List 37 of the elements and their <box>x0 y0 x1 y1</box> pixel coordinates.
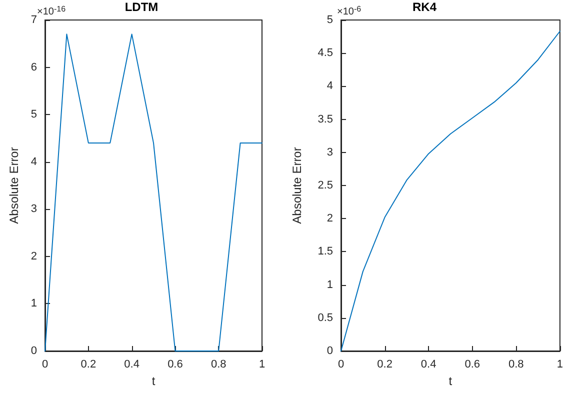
y-tick-label: 0 <box>326 345 333 357</box>
y-tick-label: 1 <box>326 278 333 291</box>
x-axis-title: t <box>448 374 453 388</box>
y-tick-label: 3.5 <box>318 113 333 126</box>
chart-title: RK4 <box>412 0 437 14</box>
x-tick-label: 0.8 <box>210 358 226 370</box>
x-tick-label: 1 <box>556 358 564 370</box>
x-tick-label: 0.2 <box>80 358 96 370</box>
y-axis-title: Absolute Error <box>7 147 21 224</box>
y-axis-title: Absolute Error <box>290 147 304 224</box>
y-tick-label: 2 <box>326 212 333 225</box>
y-tick-label: 7 <box>30 14 38 26</box>
y-tick-label: 2.5 <box>318 180 333 192</box>
y-tick-label: 4.5 <box>318 47 333 60</box>
x-axis-title: t <box>152 374 156 388</box>
y-tick-label: 3 <box>30 203 38 216</box>
y-tick-label: 5 <box>326 14 333 26</box>
x-tick-label: 0.4 <box>420 358 436 370</box>
x-tick-label: 0.2 <box>377 358 392 370</box>
x-tick-label: 0.4 <box>124 358 140 370</box>
y-tick-label: 1.5 <box>318 246 333 258</box>
y-tick-label: 0 <box>30 345 38 357</box>
x-tick-label: 0 <box>42 358 48 370</box>
y-tick-label: 0.5 <box>318 312 333 324</box>
x-tick-label: 0.6 <box>464 358 480 370</box>
y-tick-label: 5 <box>30 108 38 121</box>
x-tick-label: 0.8 <box>508 358 524 370</box>
chart-title: LDTM <box>124 0 158 14</box>
y-tick-label: 4 <box>30 156 38 168</box>
x-tick-label: 0.6 <box>168 358 183 370</box>
x-tick-label: 1 <box>258 358 266 370</box>
y-tick-label: 6 <box>30 61 38 74</box>
y-tick-label: 3 <box>326 146 333 158</box>
y-tick-label: 2 <box>30 250 38 262</box>
y-tick-label: 1 <box>30 298 38 310</box>
x-tick-label: 0 <box>338 358 344 370</box>
y-tick-label: 4 <box>326 80 333 92</box>
